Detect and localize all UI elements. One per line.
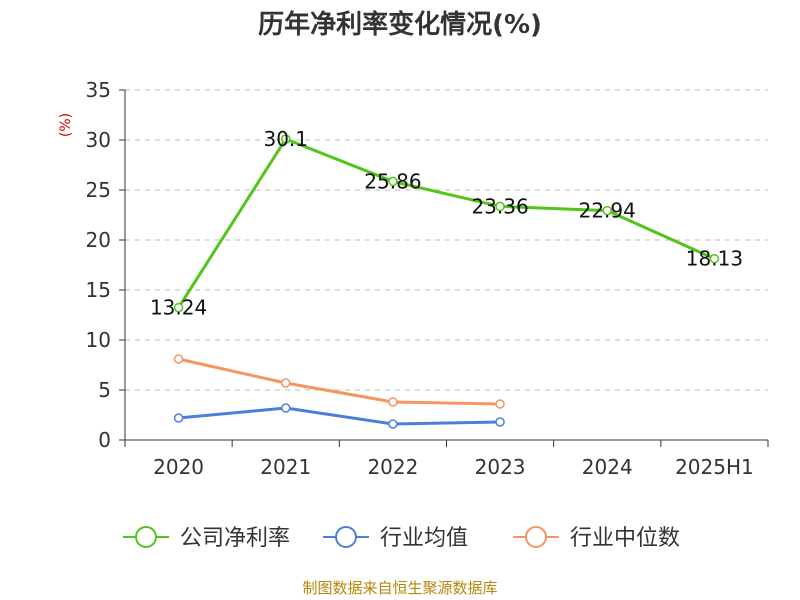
data-point bbox=[388, 397, 398, 407]
x-tick-label: 2023 bbox=[475, 455, 526, 479]
data-point bbox=[388, 419, 398, 429]
legend-label: 行业中位数 bbox=[570, 526, 680, 551]
data-label: 23.36 bbox=[471, 194, 528, 218]
source-note: 制图数据来自恒生聚源数据库 bbox=[302, 579, 497, 597]
y-tick-label: 15 bbox=[86, 278, 111, 302]
data-point bbox=[173, 413, 184, 423]
data-point bbox=[495, 201, 505, 212]
data-label: 30.1 bbox=[263, 127, 308, 151]
data-point bbox=[173, 354, 184, 364]
chart-title: 历年净利率变化情况(%) bbox=[258, 9, 542, 40]
data-point bbox=[495, 399, 505, 409]
y-tick-label: 30 bbox=[86, 128, 111, 152]
y-tick-label: 0 bbox=[98, 428, 111, 452]
legend-marker bbox=[525, 526, 547, 548]
x-tick-label: 2021 bbox=[260, 455, 311, 479]
x-tick-label: 2025H1 bbox=[675, 455, 754, 479]
axes: 0 5 10 15 20 25 30 35 2020 2021 2022 2023 2024 2025H1 bbox=[86, 78, 769, 479]
legend-marker bbox=[335, 526, 357, 548]
data-labels: 13.24 30.1 25.86 23.36 22.94 18.13 bbox=[150, 127, 743, 320]
data-label: 18.13 bbox=[686, 247, 743, 271]
data-point bbox=[281, 403, 291, 413]
data-label: 22.94 bbox=[579, 199, 636, 223]
y-tick-label: 20 bbox=[86, 228, 111, 252]
data-point bbox=[281, 134, 291, 144]
legend: 公司净利率 行业均值 行业中位数 bbox=[123, 526, 680, 551]
x-tick-label: 2024 bbox=[582, 455, 633, 479]
legend-marker bbox=[135, 526, 157, 548]
y-tick-label: 5 bbox=[98, 378, 111, 402]
x-tick-label: 2020 bbox=[153, 455, 204, 479]
data-point bbox=[281, 378, 291, 388]
series-layer bbox=[173, 134, 720, 429]
data-point bbox=[602, 205, 612, 216]
data-point bbox=[709, 253, 720, 264]
y-tick-label: 10 bbox=[86, 328, 111, 352]
series-line bbox=[178, 357, 501, 406]
grid-lines bbox=[125, 89, 768, 391]
legend-label: 行业均值 bbox=[380, 526, 468, 551]
x-tick-label: 2022 bbox=[367, 455, 418, 479]
series-line bbox=[178, 406, 501, 426]
data-point bbox=[495, 417, 505, 427]
data-label: 13.24 bbox=[150, 296, 207, 320]
y-axis-label: (%) bbox=[58, 113, 74, 137]
legend-label: 公司净利率 bbox=[180, 526, 290, 551]
y-tick-label: 35 bbox=[86, 78, 111, 102]
y-tick-label: 25 bbox=[86, 178, 111, 202]
data-label: 25.86 bbox=[364, 169, 421, 193]
data-point bbox=[173, 302, 184, 313]
data-point bbox=[388, 176, 398, 187]
series-line bbox=[177, 137, 716, 309]
